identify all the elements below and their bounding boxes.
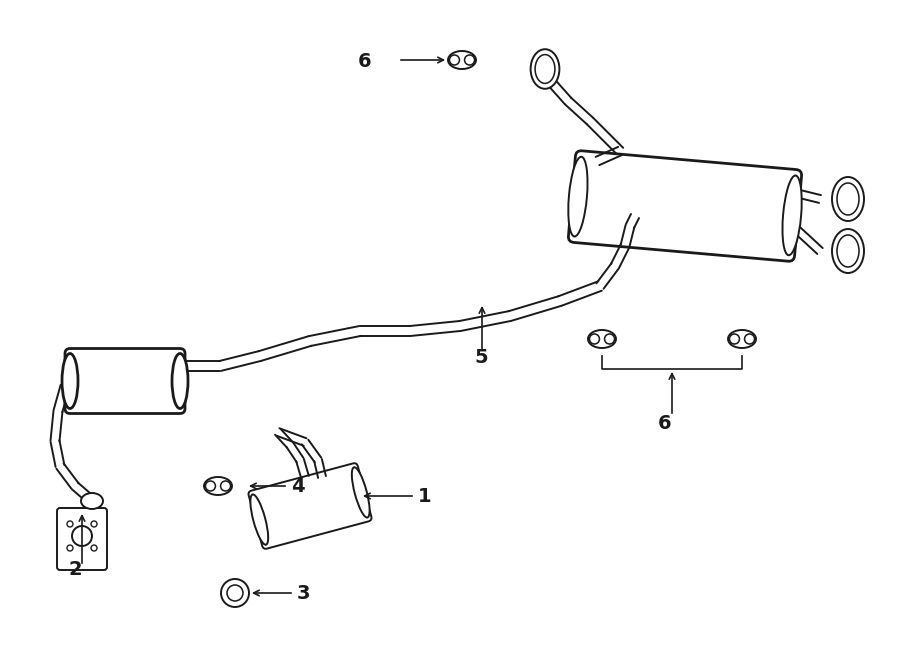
- FancyBboxPatch shape: [65, 348, 185, 414]
- Ellipse shape: [728, 330, 756, 348]
- Circle shape: [205, 481, 215, 491]
- Circle shape: [449, 55, 459, 65]
- Circle shape: [67, 521, 73, 527]
- Text: 6: 6: [658, 414, 671, 433]
- Circle shape: [590, 334, 599, 344]
- Ellipse shape: [568, 157, 588, 237]
- Ellipse shape: [352, 467, 370, 518]
- Circle shape: [464, 55, 474, 65]
- Ellipse shape: [250, 494, 268, 545]
- Ellipse shape: [837, 183, 859, 215]
- Ellipse shape: [448, 51, 476, 69]
- Ellipse shape: [204, 477, 232, 495]
- Circle shape: [729, 334, 740, 344]
- Circle shape: [220, 481, 230, 491]
- FancyBboxPatch shape: [57, 508, 107, 570]
- Circle shape: [744, 334, 754, 344]
- Ellipse shape: [832, 229, 864, 273]
- Circle shape: [605, 334, 615, 344]
- Text: 5: 5: [474, 348, 488, 367]
- Ellipse shape: [588, 330, 616, 348]
- Ellipse shape: [81, 493, 103, 509]
- Text: 2: 2: [68, 560, 82, 579]
- Text: 6: 6: [358, 52, 372, 71]
- Ellipse shape: [832, 177, 864, 221]
- Ellipse shape: [536, 55, 555, 83]
- Circle shape: [67, 545, 73, 551]
- Circle shape: [91, 545, 97, 551]
- FancyBboxPatch shape: [248, 463, 372, 549]
- Ellipse shape: [531, 49, 560, 89]
- FancyBboxPatch shape: [569, 151, 802, 261]
- Ellipse shape: [62, 354, 78, 408]
- Circle shape: [91, 521, 97, 527]
- Text: 1: 1: [418, 487, 432, 506]
- Ellipse shape: [837, 235, 859, 267]
- Circle shape: [227, 585, 243, 601]
- Text: 3: 3: [297, 584, 310, 603]
- Circle shape: [221, 579, 249, 607]
- Circle shape: [72, 526, 92, 546]
- Ellipse shape: [782, 176, 802, 255]
- Text: 4: 4: [291, 477, 304, 496]
- Ellipse shape: [172, 354, 188, 408]
